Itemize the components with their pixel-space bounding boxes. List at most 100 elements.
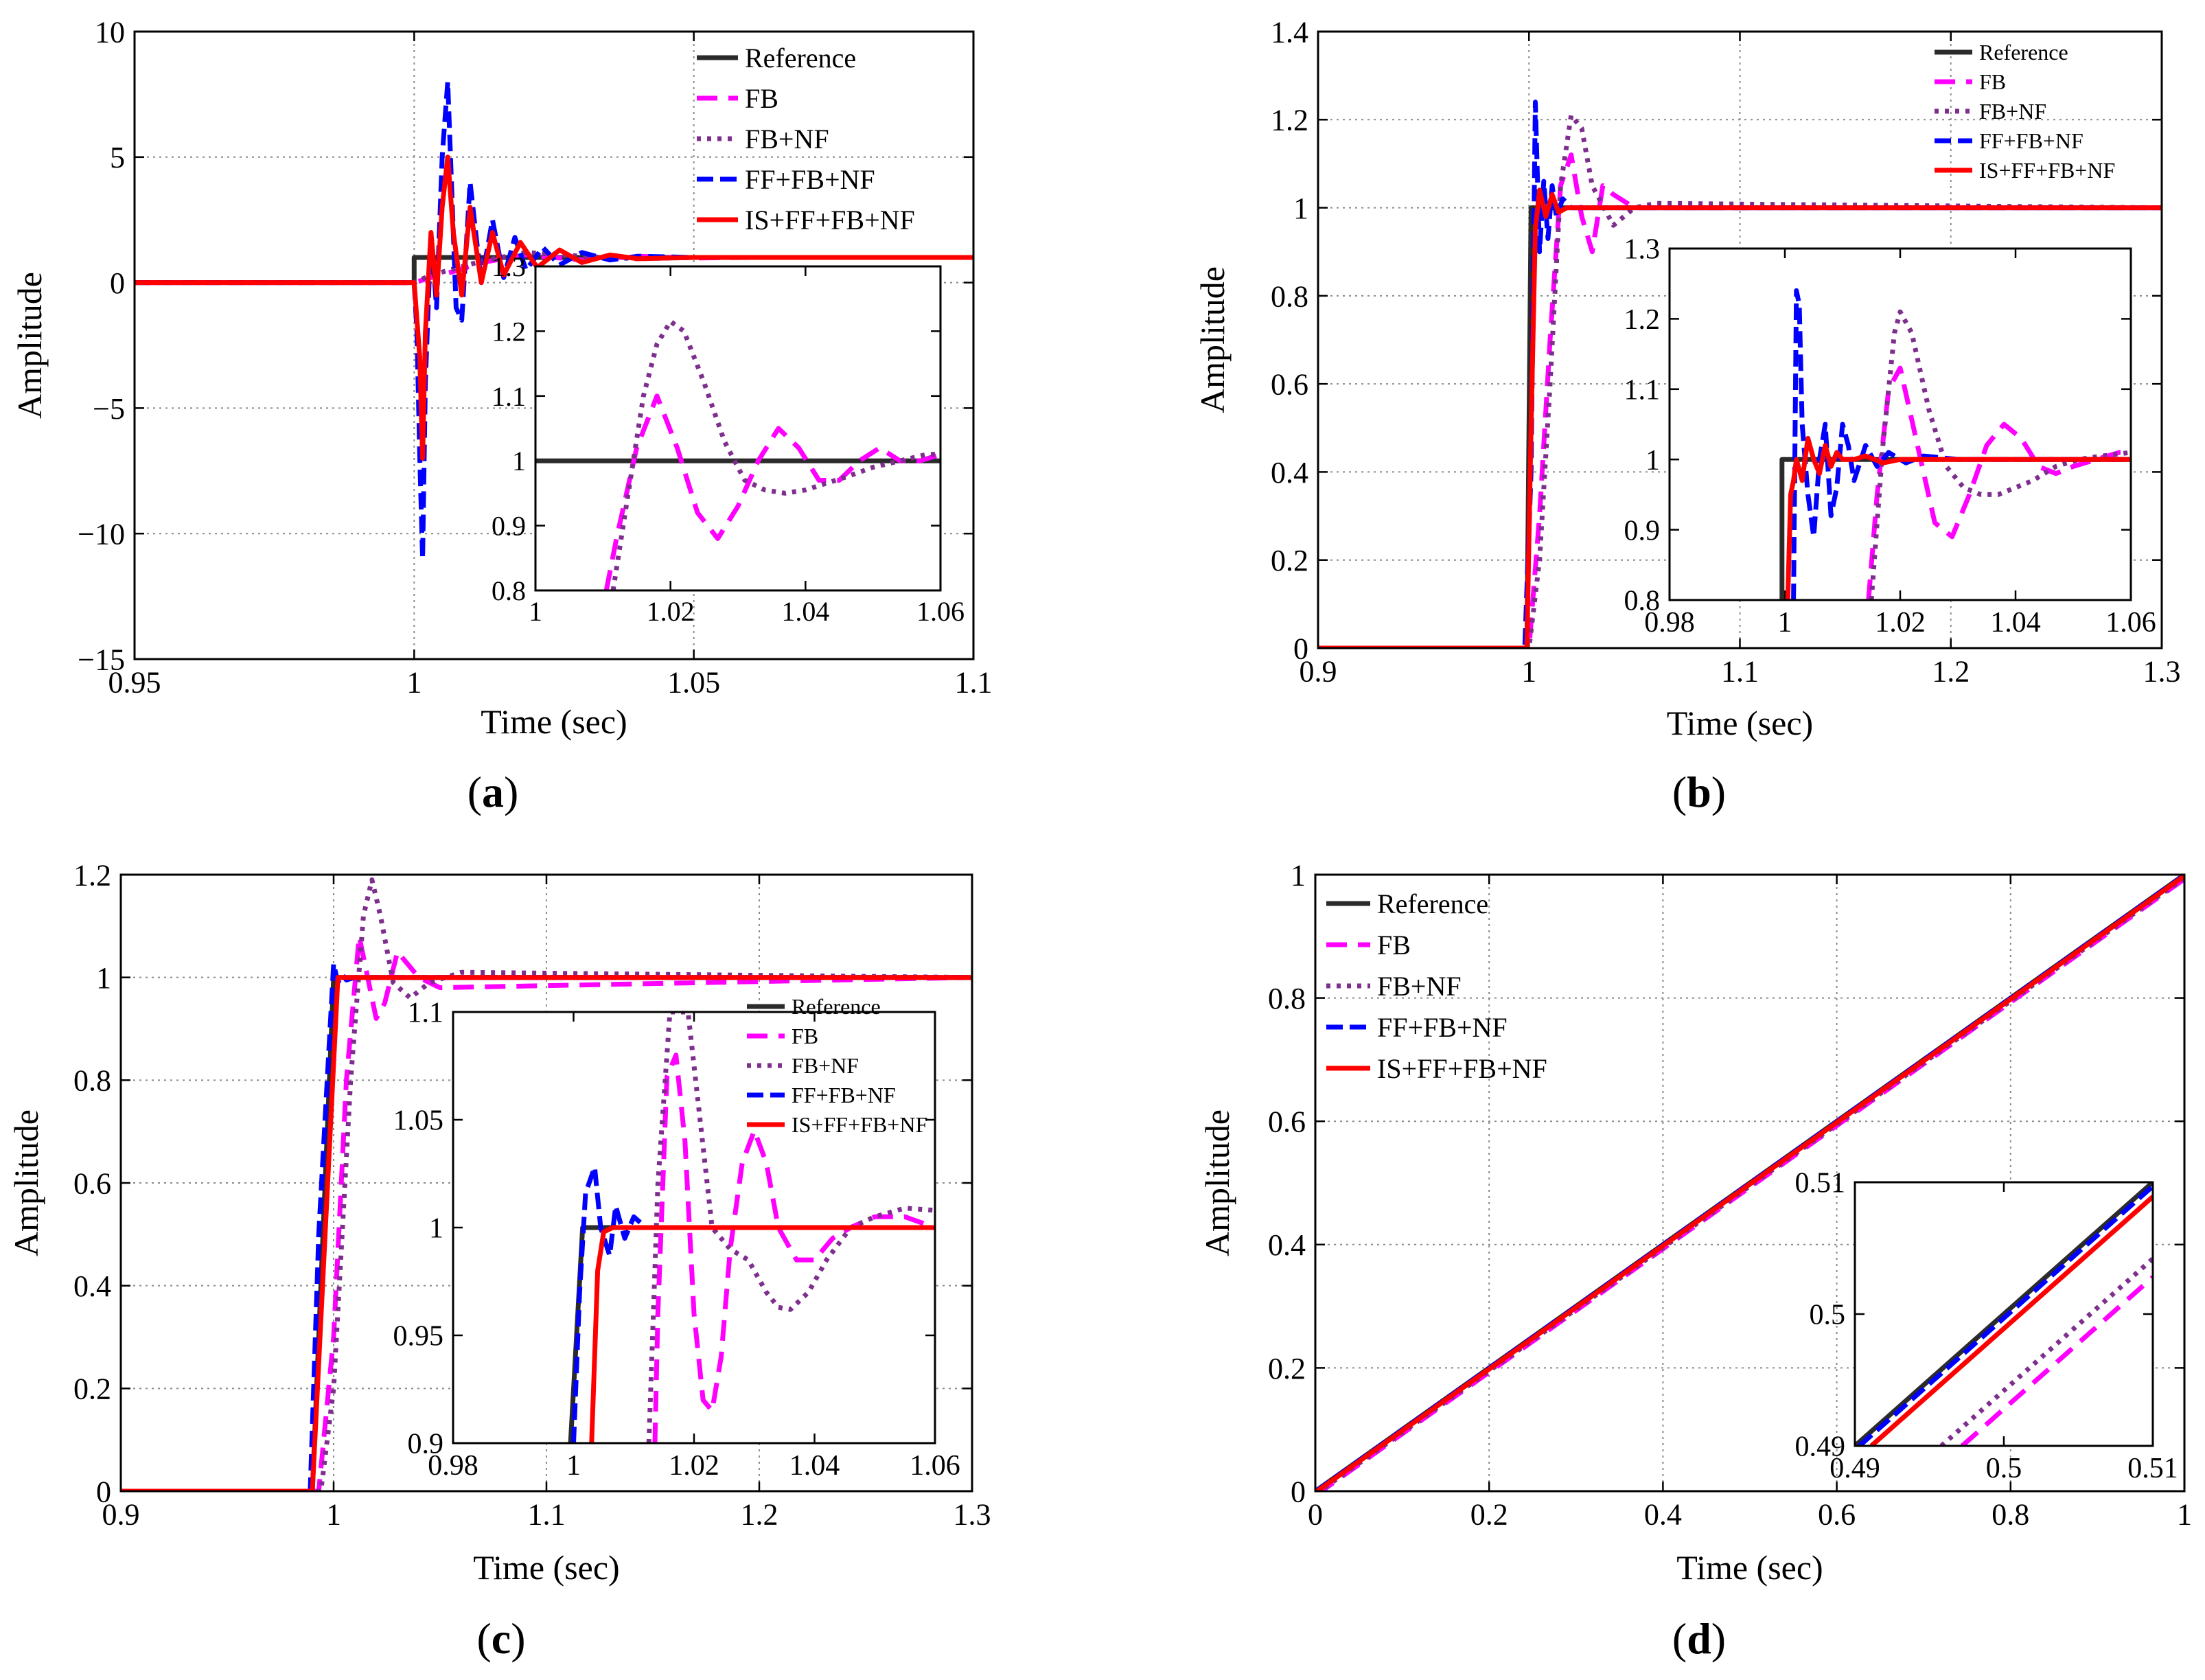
x-tick-label: 1.2 [741,1497,778,1531]
series-group [568,1012,935,1443]
series-line-fb [603,393,940,590]
legend-label: FB+NF [1979,99,2046,124]
y-tick-label: 1 [1646,445,1660,476]
legend-label: FF+FB+NF [792,1083,896,1107]
y-tick-label: 0.2 [1271,544,1308,577]
series-group [1779,288,2131,600]
y-tick-label: 0 [1291,1475,1306,1508]
y-tick-label: 1.2 [492,316,526,347]
y-tick-label: 0 [110,266,125,300]
x-axis-label: Time (sec) [481,702,627,741]
legend-label: IS+FF+FB+NF [792,1112,927,1137]
plot-frame [133,30,975,660]
y-tick-label: 0.6 [1271,368,1308,402]
y-tick-label: 1.2 [73,858,111,892]
series-line-fb [1318,152,2162,648]
y-tick-label: 0.6 [1268,1105,1306,1139]
x-tick-label: 0.8 [1992,1497,2029,1531]
series-group [535,319,940,590]
y-tick-label: 10 [95,15,125,49]
x-tick-label: 0.5 [1986,1453,2022,1484]
y-axis-label: Amplitude [10,272,49,419]
series-group [121,877,972,1491]
x-tick-label: 1 [2177,1497,2192,1531]
y-tick-label: 0.4 [73,1269,111,1303]
y-tick-label: 0.51 [1795,1168,1846,1199]
legend-label: FB [745,83,778,114]
legend-label: FB+NF [745,124,829,154]
x-tick-label: 1.04 [781,596,829,627]
x-tick-label: 0.95 [108,665,161,699]
y-tick-label: 0 [1293,632,1308,665]
series-line-is-ff-fb-nf [589,1225,935,1443]
y-tick-label: 1 [1291,858,1306,892]
legend-d: Reference FB FB+NF FF+FB+NF IS+FF+FB+NF [1326,888,1547,1084]
series-line-fb-nf [646,1012,935,1443]
x-tick-label: 0.4 [1644,1497,1682,1531]
x-tick-label: 0.98 [428,1450,478,1482]
series-line-fb [121,934,972,1491]
legend-label: FF+FB+NF [1377,1012,1508,1043]
panel-caption: (d) [1672,1614,1726,1663]
plot-frame [452,1011,936,1445]
y-tick-label: 1.4 [1271,15,1308,49]
x-tick-label: 1.3 [954,1497,991,1531]
x-tick-label: 1.2 [1932,654,1970,688]
series-line-ff-fb-nf [135,79,973,562]
legend-b: Reference FB FB+NF FF+FB+NF IS+FF+FB+NF [1935,40,2115,183]
y-tick-label: 1.3 [492,251,526,282]
series-line-is-ff-fb-nf [1869,1195,2153,1446]
x-tick-label: 0.49 [1829,1453,1880,1484]
series-line-reference [1855,1182,2153,1446]
y-tick-label: 1.3 [1624,234,1661,266]
y-tick-label: 0.4 [1268,1228,1306,1262]
y-tick-label: 1 [512,446,526,476]
inset-d: 0.49 0.5 0.51 0.49 0.5 0.51 [1795,1168,2178,1485]
series-line-is-ff-fb-nf [135,154,973,461]
legend-label: IS+FF+FB+NF [1979,158,2115,183]
legend-label: Reference [792,994,881,1019]
x-tick-label: 1 [1521,654,1536,688]
series-line-fb [1866,365,2131,600]
x-tick-label: 1.1 [528,1497,566,1531]
x-tick-label: 1 [1778,607,1792,638]
x-axis-label: Time (sec) [1667,704,1813,742]
x-tick-label: 0 [1308,1497,1323,1531]
y-tick-label: 1.2 [1624,304,1661,336]
x-tick-label: 1.06 [916,596,965,627]
series-line-fb-nf [135,250,973,286]
plot-frame [1314,873,2186,1493]
y-tick-label: 0.4 [1271,456,1308,490]
x-tick-label: 1.02 [1875,607,1926,638]
legend-label: Reference [1979,40,2068,65]
y-tick-label: 1.05 [393,1105,444,1137]
plot-frame [1668,247,2132,601]
y-tick-label: 0.9 [492,511,526,542]
y-tick-label: −5 [93,392,125,426]
y-tick-label: 0.9 [408,1429,444,1460]
panel-c: 0.9 1 1.1 1.2 1.300.20.40.60.811.20.98 1 1.02 1… [7,858,991,1663]
y-tick-label: 1 [96,961,111,995]
legend-label: FB+NF [792,1053,859,1078]
y-tick-label: 0.8 [1624,586,1661,617]
panel-b: 0.9 1 1.1 1.2 1.3 0 0.2 0.4 0.6 0.8 1 1.2 1.4 0.98 1 1.… [1193,15,2181,816]
x-tick-label: 1.06 [910,1450,960,1482]
legend-label: FF+FB+NF [1979,128,2083,153]
x-tick-label: 1 [406,665,422,699]
x-tick-label: 1.02 [669,1450,719,1482]
legend-label: IS+FF+FB+NF [1377,1053,1547,1084]
y-tick-label: 0.5 [1810,1300,1846,1331]
x-tick-label: 0.2 [1470,1497,1508,1531]
legend-label: IS+FF+FB+NF [745,205,915,235]
y-tick-label: −10 [78,518,125,551]
y-tick-label: 1.1 [408,998,444,1029]
x-tick-label: 1.04 [789,1450,840,1482]
y-tick-label: 1.2 [1271,104,1308,137]
legend-label: FB [792,1024,818,1048]
y-tick-label: 1.1 [492,381,526,412]
panel-caption: (a) [467,768,519,816]
legend-a: Reference FB FB+NF FF+FB+NF IS+FF+FB+NF [697,43,915,235]
y-axis-label: Amplitude [7,1109,45,1256]
series-line-is-ff-fb-nf [1318,187,2162,648]
